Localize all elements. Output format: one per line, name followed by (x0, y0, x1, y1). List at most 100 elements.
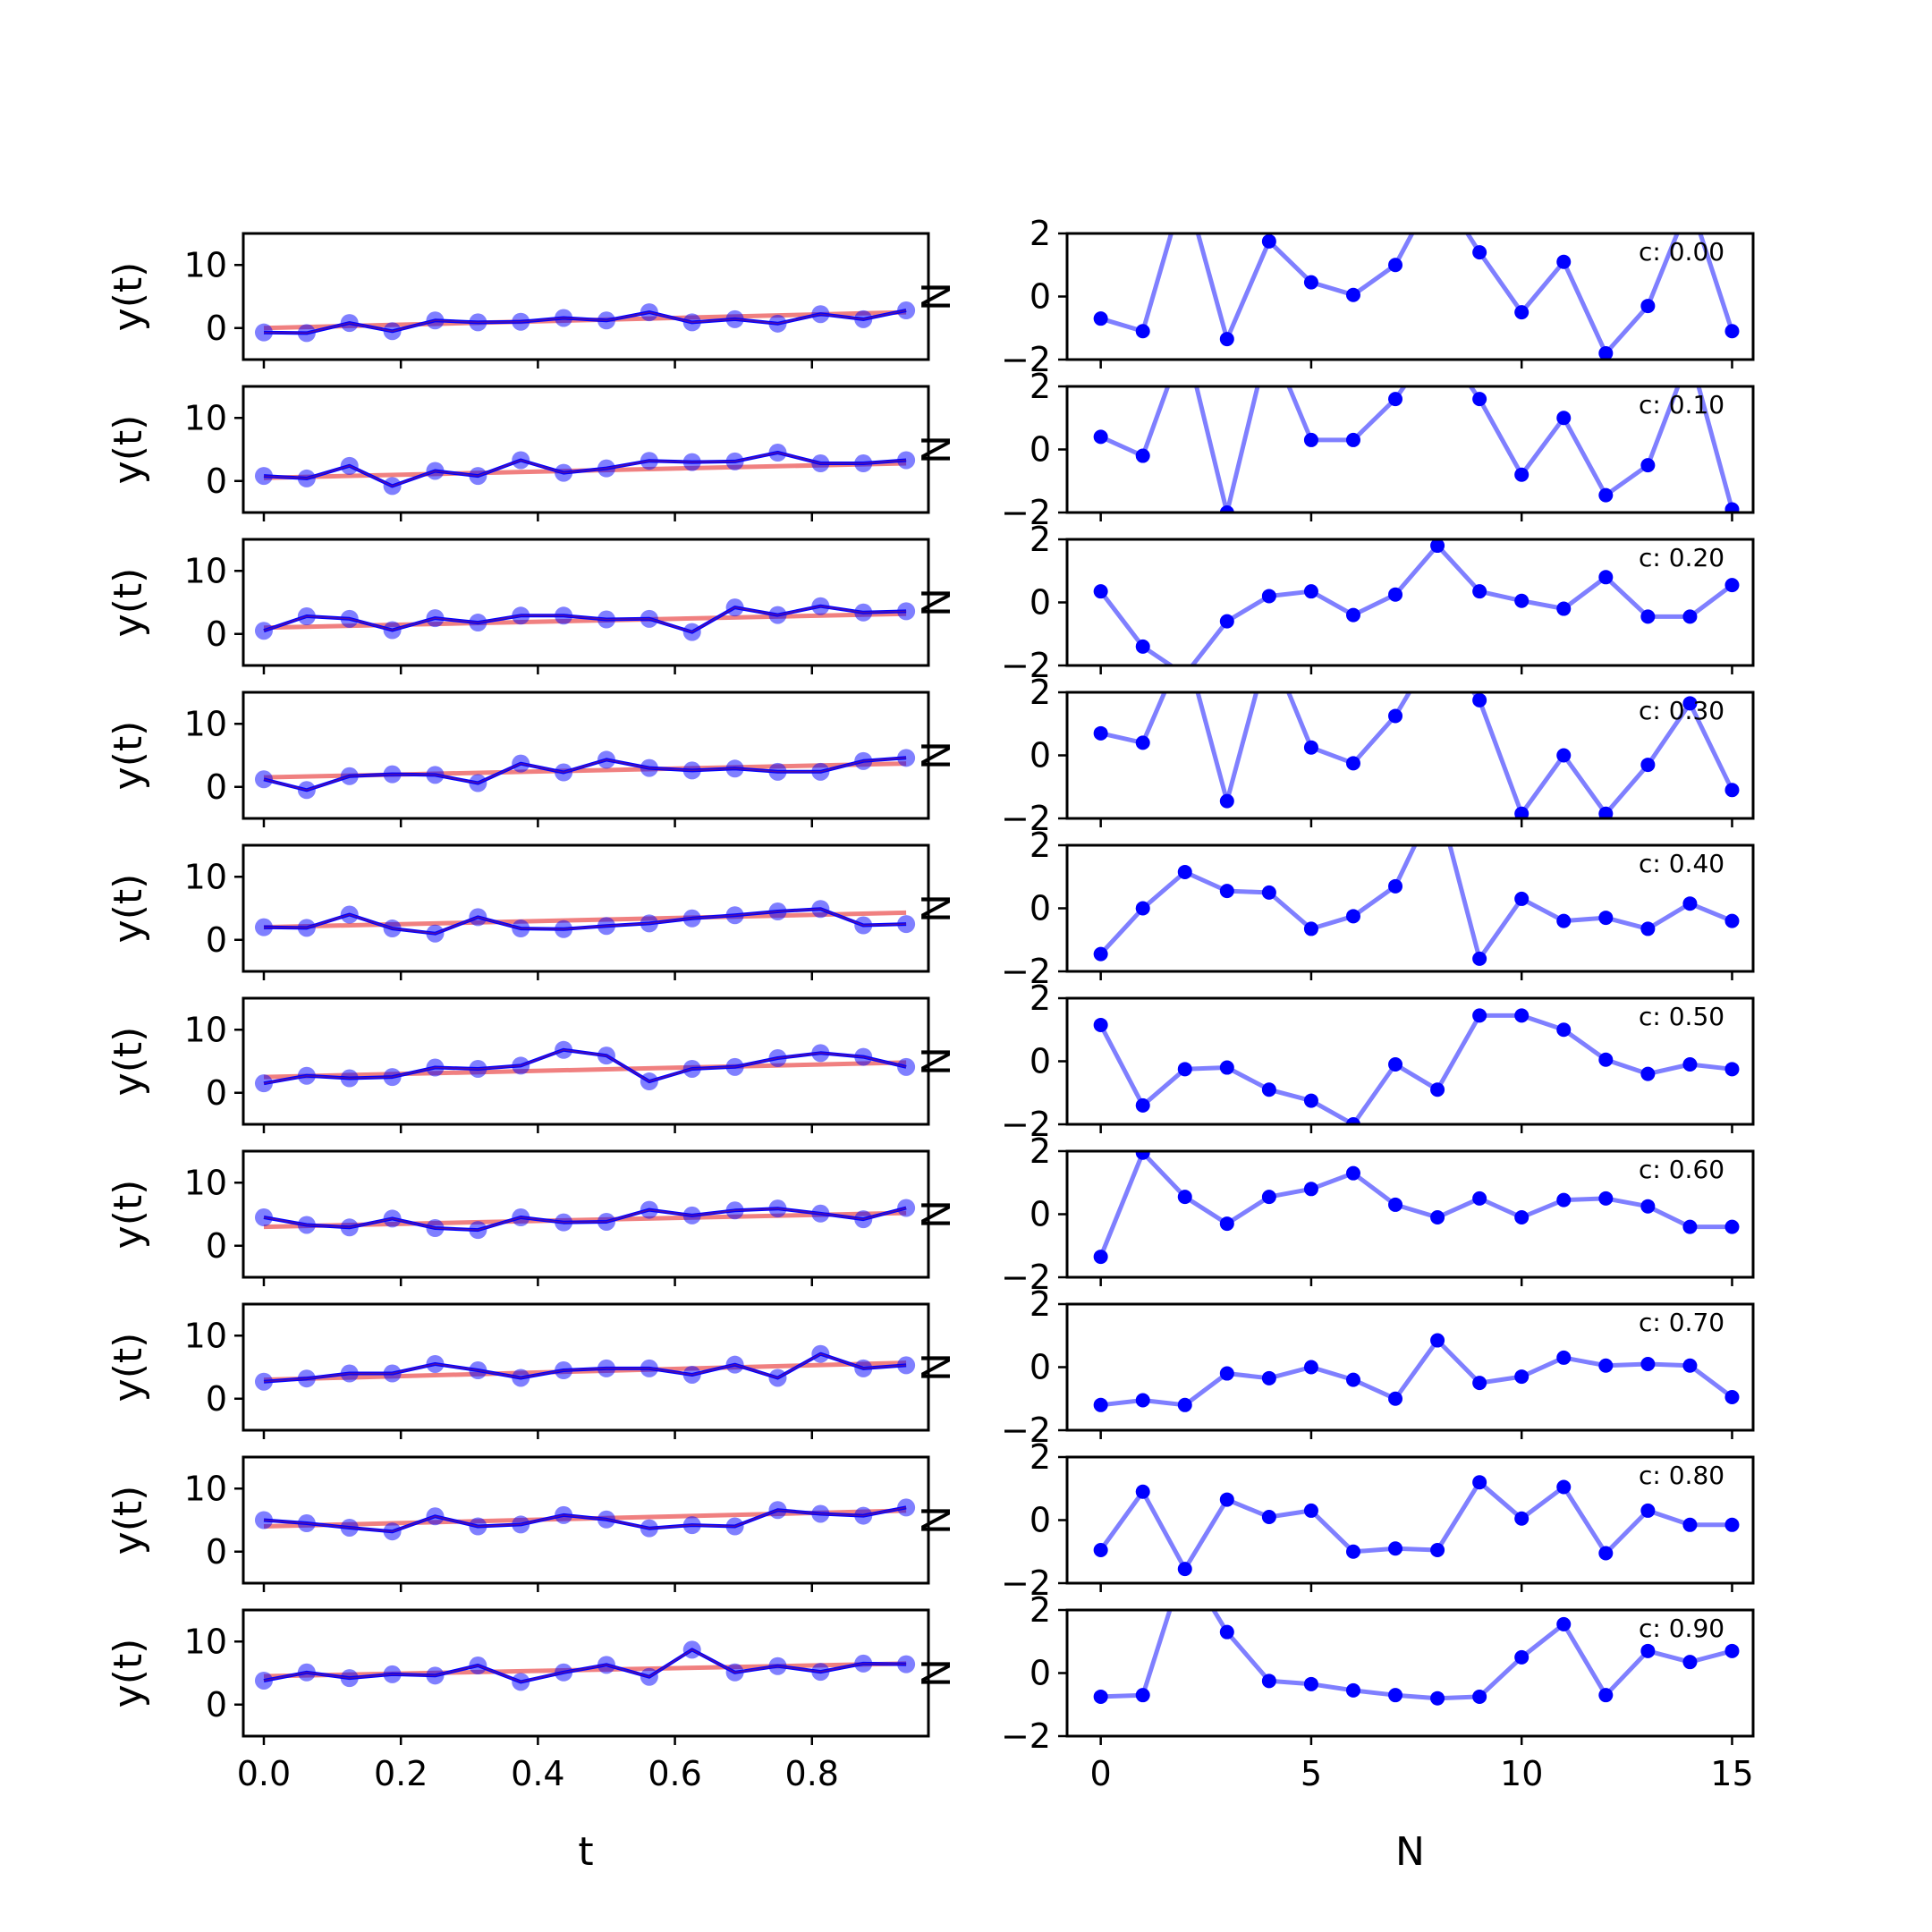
y-axis-label: N (914, 588, 960, 617)
left-plot-area (254, 301, 916, 343)
noise-point (1556, 1350, 1572, 1365)
noise-point (1345, 756, 1360, 771)
noise-point (1303, 275, 1318, 290)
y-axis-label: y(t) (106, 1486, 151, 1555)
y-tick-label: 0 (206, 1379, 227, 1419)
noise-point (1093, 311, 1108, 326)
noise-point (1093, 429, 1108, 445)
noise-point (1388, 1197, 1403, 1212)
right-plot-area (1093, 386, 1740, 513)
noise-point (1682, 1057, 1698, 1072)
y-tick-label: 2 (1030, 826, 1051, 865)
y-axis-label: N (914, 1199, 960, 1229)
noise-point (1598, 487, 1614, 503)
data-point-shadow (897, 915, 916, 934)
y-tick-label: 10 (184, 1469, 227, 1508)
c-annotation: c: 0.60 (1639, 1155, 1724, 1184)
y-tick-label: −2 (1001, 1258, 1051, 1297)
data-point-shadow (254, 1671, 273, 1690)
data-point-shadow (897, 1199, 916, 1217)
noise-point (1135, 735, 1150, 750)
noise-point (1514, 1369, 1530, 1385)
y-tick-label: −2 (1001, 1716, 1051, 1756)
noise-point (1682, 1517, 1698, 1532)
subplot-row: 0 10 y(t) −2 0 2 Nc: 0.50 (106, 979, 1755, 1144)
fit-overlay-line (263, 908, 907, 935)
noise-point (1640, 609, 1656, 624)
right-panel: −2 0 2 Nc: 0.00 (914, 214, 1755, 379)
noise-point (1093, 1397, 1108, 1412)
data-point-shadow (254, 1372, 273, 1391)
x-axis-label-right: N (1395, 1829, 1425, 1875)
noise-point (1640, 458, 1656, 473)
noise-point (1514, 305, 1530, 320)
noise-point (1135, 639, 1150, 654)
noise-point (1219, 1492, 1234, 1507)
c-annotation: c: 0.70 (1639, 1308, 1724, 1337)
noise-point (1345, 1372, 1360, 1387)
y-tick-label: 10 (184, 1622, 227, 1661)
y-axis-label: N (914, 894, 960, 923)
noise-point (1556, 411, 1572, 426)
y-axis-label: y(t) (106, 1639, 151, 1708)
y-axis-label: N (914, 741, 960, 770)
x-tick-label: 15 (1710, 1754, 1753, 1793)
noise-point (1345, 1165, 1360, 1181)
y-tick-label: 2 (1030, 1590, 1051, 1630)
y-tick-label: 0 (1030, 1195, 1051, 1234)
subplot-row: 0 10 y(t) −2 0 2 Nc: 0.60 (106, 1131, 1755, 1297)
y-tick-label: −2 (1001, 340, 1051, 379)
noise-point (1724, 1062, 1740, 1077)
data-point-shadow (897, 1057, 916, 1076)
noise-point (1598, 1191, 1614, 1206)
right-panel: −2 0 2 0 5 10 15 Nc: 0.90 (914, 1590, 1755, 1793)
y-tick-label: 2 (1030, 979, 1051, 1018)
fit-overlay-line (263, 1648, 907, 1683)
noise-point (1514, 467, 1530, 482)
c-annotation: c: 0.80 (1639, 1461, 1724, 1490)
noise-point (1598, 1546, 1614, 1561)
y-axis-label: N (914, 1046, 960, 1076)
noise-point (1472, 584, 1487, 599)
right-plot-area (1093, 1610, 1740, 1706)
noise-point (1177, 1190, 1192, 1205)
subplot-row: 0 10 y(t) −2 0 2 Nc: 0.70 (106, 1284, 1755, 1450)
noise-point (1388, 1688, 1403, 1703)
subplot-row: 0 10 0.0 0.2 0.4 0.6 0.8 y(t) −2 0 2 0 5 10 15 Nc: 0.90 (106, 1590, 1755, 1793)
noise-point (1472, 692, 1487, 708)
subplot-row: 0 10 y(t) −2 0 2 Nc: 0.80 (106, 1437, 1755, 1603)
left-panel: 0 10 y(t) (106, 232, 930, 369)
y-tick-label: 0 (206, 1226, 227, 1266)
noise-point (1388, 878, 1403, 894)
noise-point (1303, 740, 1318, 755)
right-panel: −2 0 2 Nc: 0.60 (914, 1131, 1755, 1297)
subplot-row: 0 10 y(t) −2 0 2 Nc: 0.40 (106, 826, 1755, 991)
noise-point (1345, 432, 1360, 447)
noise-point (1472, 1475, 1487, 1490)
fit-overlay-line (263, 452, 907, 487)
left-panel: 0 10 y(t) (106, 385, 930, 521)
y-axis-label: y(t) (106, 1333, 151, 1402)
y-tick-label: 0 (206, 1073, 227, 1113)
right-panel: −2 0 2 Nc: 0.80 (914, 1437, 1755, 1603)
noise-point (1724, 913, 1740, 928)
y-tick-label: 0 (206, 309, 227, 348)
noise-point (1640, 921, 1656, 936)
y-axis-label: y(t) (106, 568, 151, 638)
noise-point (1219, 1624, 1234, 1640)
x-tick-label: 0.8 (785, 1754, 839, 1793)
data-point-shadow (897, 301, 916, 320)
right-plot-area (1093, 1008, 1740, 1124)
c-annotation: c: 0.10 (1639, 390, 1724, 419)
left-plot-area (254, 1640, 916, 1691)
noise-point (1430, 539, 1445, 554)
noise-point (1640, 1503, 1656, 1518)
noise-point (1640, 758, 1656, 773)
noise-point (1598, 345, 1614, 360)
noise-point (1556, 1022, 1572, 1038)
noise-point (1219, 505, 1234, 513)
noise-point (1640, 1356, 1656, 1371)
y-tick-label: 10 (184, 551, 227, 590)
noise-point (1303, 921, 1318, 936)
noise-point (1556, 1192, 1572, 1208)
